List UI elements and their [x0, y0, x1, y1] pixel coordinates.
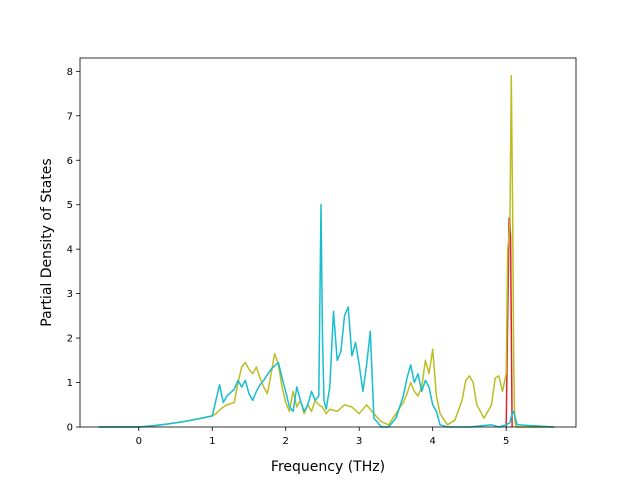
- series-line-1: [98, 75, 554, 428]
- x-tick-label: 3: [356, 436, 362, 447]
- x-tick-label: 1: [209, 436, 215, 447]
- y-tick-label: 6: [67, 156, 73, 167]
- y-axis-label: Partial Density of States: [39, 158, 55, 326]
- x-tick-label: 4: [430, 436, 436, 447]
- y-tick-label: 5: [67, 200, 73, 211]
- y-axis-ticks: 0 1 2 3 4 5 6 7 8: [67, 67, 80, 434]
- y-tick-label: 8: [67, 67, 73, 78]
- x-tick-label: 2: [283, 436, 289, 447]
- x-axis-label: Frequency (THz): [271, 459, 385, 475]
- plot-frame: [79, 57, 577, 428]
- y-tick-label: 4: [67, 245, 73, 256]
- x-tick-label: 0: [136, 436, 142, 447]
- plot-background: [80, 58, 576, 427]
- series-line-2: [98, 203, 555, 428]
- x-axis-ticks: 0 1 2 3 4 5: [136, 427, 509, 447]
- series-layer: [98, 75, 555, 428]
- y-tick-label: 0: [67, 423, 73, 434]
- y-tick-label: 1: [67, 378, 73, 389]
- y-tick-label: 2: [67, 334, 73, 345]
- x-tick-label: 5: [503, 436, 509, 447]
- y-tick-label: 3: [67, 289, 73, 300]
- y-tick-label: 7: [67, 111, 73, 122]
